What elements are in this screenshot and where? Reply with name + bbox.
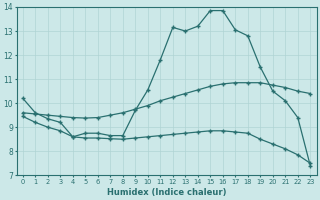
X-axis label: Humidex (Indice chaleur): Humidex (Indice chaleur) xyxy=(107,188,226,197)
